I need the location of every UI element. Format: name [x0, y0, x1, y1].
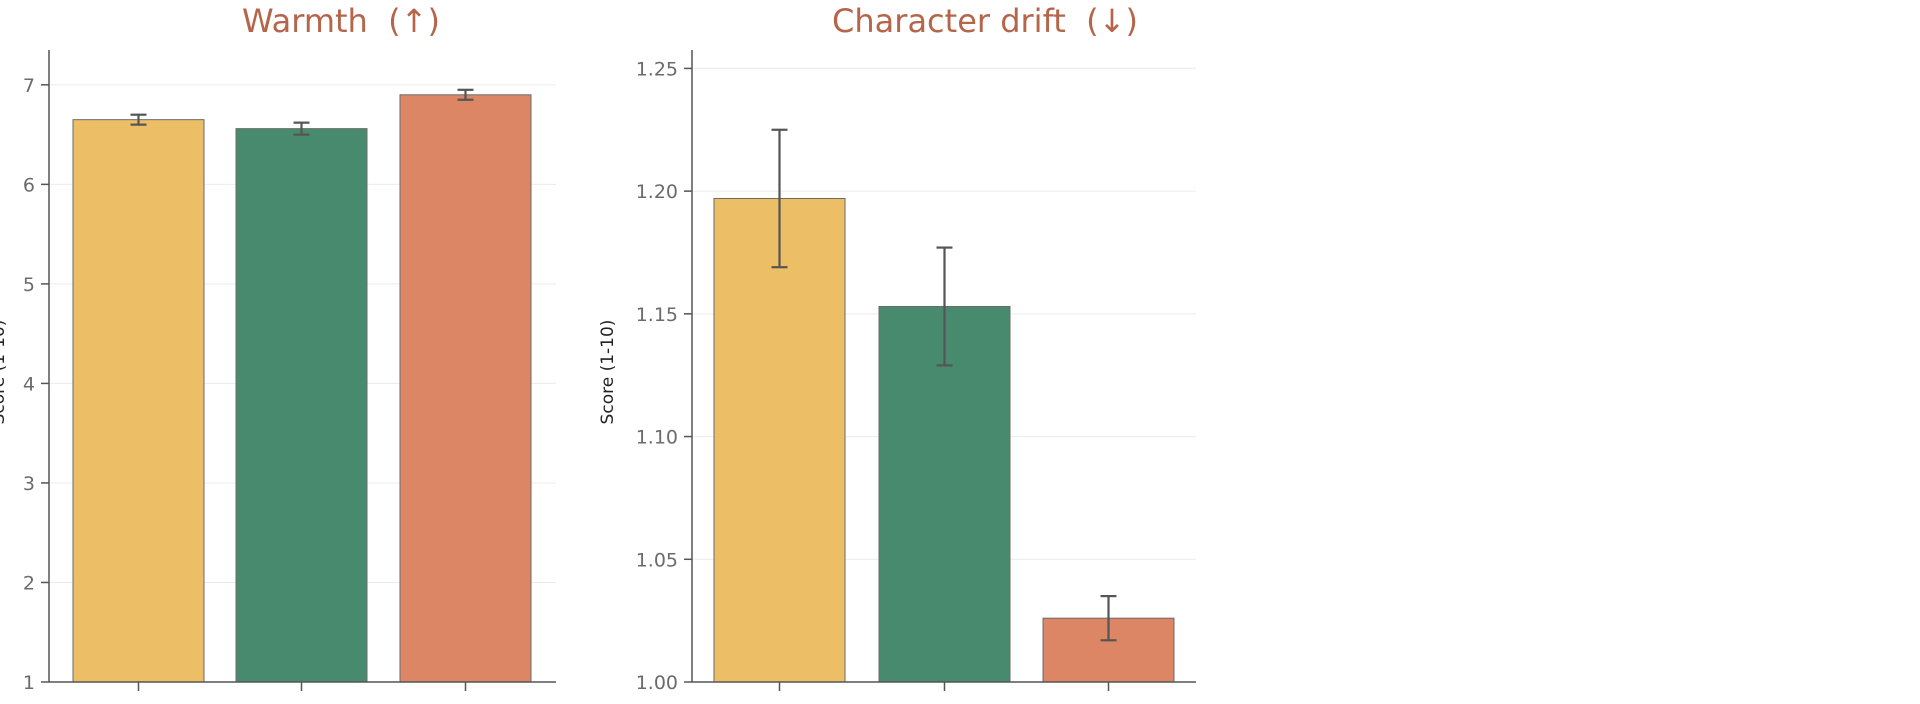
y-tick-label: 4 [23, 373, 35, 395]
y-tick-label: 1.20 [636, 181, 678, 203]
character-drift-title: Character drift (↓) [832, 2, 1138, 40]
warmth-chart: Warmth (↑) 1 2 3 4 5 6 7 Score (1-10) [0, 2, 556, 694]
y-axis-label: Score (1-10) [598, 320, 618, 425]
y-tick-label: 7 [23, 75, 35, 97]
character-drift-chart: Character drift (↓) 1.00 1.05 1.10 1.15 1.20… [598, 2, 1196, 694]
y-tick-label: 1.25 [636, 58, 678, 80]
bar [399, 94, 532, 683]
y-tick-label: 1 [23, 672, 35, 694]
y-tick-label: 1.15 [636, 304, 678, 326]
bar [72, 119, 205, 683]
bar [235, 128, 368, 683]
y-tick-label: 1.05 [636, 549, 678, 571]
y-tick-label: 1.00 [636, 672, 678, 694]
y-tick-label: 5 [23, 274, 35, 296]
bar [878, 305, 1011, 683]
y-tick-label: 6 [23, 174, 35, 196]
y-axis-label: Score (1-10) [0, 320, 9, 425]
y-tick-label: 1.10 [636, 427, 678, 449]
y-tick-label: 2 [23, 572, 35, 594]
y-tick-label: 3 [23, 473, 35, 495]
warmth-title: Warmth (↑) [242, 2, 440, 40]
bar [713, 197, 846, 683]
